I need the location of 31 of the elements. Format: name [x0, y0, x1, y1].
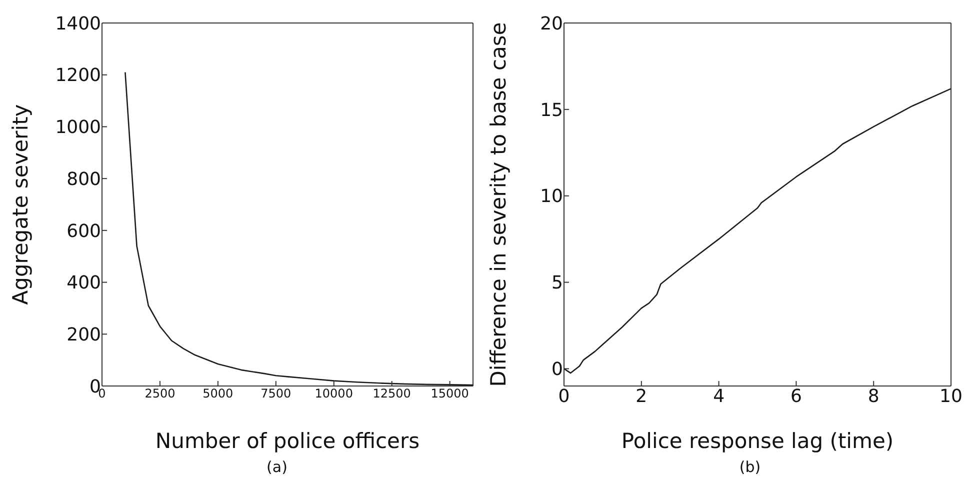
- line-series: [124, 72, 473, 386]
- x-tick-label: 15000: [430, 386, 469, 401]
- y-axis-title: Aggregate severity: [8, 104, 32, 305]
- line-series: [564, 88, 951, 374]
- y-tick-label: 800: [66, 168, 101, 190]
- y-tick-label: 0: [552, 359, 563, 380]
- x-tick-label: 10000: [314, 386, 353, 401]
- x-axis-title: Number of police officers: [155, 429, 420, 453]
- x-tick-label: 7500: [260, 386, 292, 401]
- y-tick-label: 5: [552, 272, 563, 294]
- x-tick-label: 10: [940, 386, 962, 407]
- y-tick-label: 10: [540, 186, 563, 208]
- y-tick-label: 1400: [55, 13, 101, 34]
- x-tick-label: 8: [868, 386, 880, 407]
- x-tick-label: 4: [713, 386, 725, 407]
- y-tick-label: 20: [540, 13, 563, 34]
- text: (a): [266, 458, 288, 476]
- x-tick-label: 2: [636, 386, 648, 407]
- y-tick-label: 15: [540, 100, 563, 121]
- y-tick-label: 200: [66, 324, 101, 346]
- x-tick-label: 6: [790, 386, 802, 407]
- y-tick-label: 1200: [55, 65, 101, 86]
- x-tick-label: 2500: [144, 386, 176, 401]
- y-axis-title: Difference in severity to base case: [486, 22, 510, 387]
- x-tick-label: 5000: [202, 386, 234, 401]
- x-axis-title: Police response lag (time): [621, 429, 894, 453]
- y-tick-label: 600: [66, 220, 101, 242]
- text: (b): [738, 458, 762, 476]
- x-tick-label: 12500: [372, 386, 411, 401]
- y-tick-label: 1000: [55, 117, 101, 138]
- y-tick-label: 400: [66, 272, 101, 294]
